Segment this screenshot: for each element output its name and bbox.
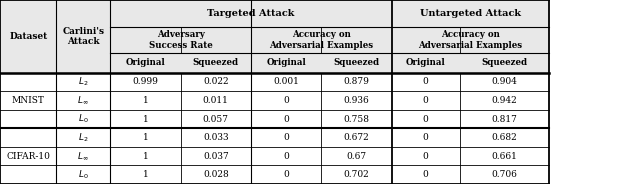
Text: 0: 0 <box>284 96 289 105</box>
Text: 0.028: 0.028 <box>203 170 228 179</box>
Text: 0.011: 0.011 <box>203 96 228 105</box>
Text: 0: 0 <box>284 152 289 161</box>
Text: 0.942: 0.942 <box>492 96 517 105</box>
Text: 0.033: 0.033 <box>203 133 228 142</box>
Text: Original: Original <box>125 59 165 68</box>
Text: Squeezed: Squeezed <box>481 59 527 68</box>
Text: MNIST: MNIST <box>12 96 45 105</box>
Text: 0: 0 <box>423 170 429 179</box>
Text: 1: 1 <box>143 152 148 161</box>
Text: Targeted Attack: Targeted Attack <box>207 9 294 18</box>
Text: Carlini's
Attack: Carlini's Attack <box>62 27 104 46</box>
Text: 0.661: 0.661 <box>492 152 517 161</box>
Text: Original: Original <box>406 59 445 68</box>
Text: 0.682: 0.682 <box>492 133 517 142</box>
Text: 0.999: 0.999 <box>132 77 158 86</box>
Text: 0.037: 0.037 <box>203 152 228 161</box>
Bar <box>0 0 549 73</box>
Text: Accuracy on
Adversarial Examples: Accuracy on Adversarial Examples <box>419 30 522 50</box>
Text: 0.936: 0.936 <box>344 96 369 105</box>
Bar <box>0 73 549 184</box>
Text: Original: Original <box>266 59 306 68</box>
Text: Dataset: Dataset <box>9 32 47 41</box>
Text: 0.001: 0.001 <box>273 77 299 86</box>
Text: $L_2$: $L_2$ <box>78 76 88 88</box>
Text: 0: 0 <box>284 170 289 179</box>
Text: 0.758: 0.758 <box>344 114 369 123</box>
Text: 0: 0 <box>423 96 429 105</box>
Text: 0: 0 <box>423 77 429 86</box>
Text: 0.057: 0.057 <box>203 114 228 123</box>
Text: 0: 0 <box>423 133 429 142</box>
Text: 0: 0 <box>423 114 429 123</box>
Text: 1: 1 <box>143 170 148 179</box>
Text: Squeezed: Squeezed <box>333 59 380 68</box>
Text: $L_{\infty}$: $L_{\infty}$ <box>77 150 89 162</box>
Text: $L_0$: $L_0$ <box>78 113 88 125</box>
Text: 1: 1 <box>143 133 148 142</box>
Text: 0.879: 0.879 <box>344 77 369 86</box>
Text: CIFAR-10: CIFAR-10 <box>6 152 50 161</box>
Text: $L_2$: $L_2$ <box>78 131 88 144</box>
Text: $L_0$: $L_0$ <box>78 169 88 181</box>
Text: 0.904: 0.904 <box>492 77 517 86</box>
Text: Squeezed: Squeezed <box>193 59 239 68</box>
Text: 0: 0 <box>284 133 289 142</box>
Text: 0.022: 0.022 <box>203 77 228 86</box>
Text: 0.817: 0.817 <box>492 114 517 123</box>
Text: 0: 0 <box>284 114 289 123</box>
Text: 0: 0 <box>423 152 429 161</box>
Text: 0.702: 0.702 <box>344 170 369 179</box>
Text: 1: 1 <box>143 96 148 105</box>
Text: $L_{\infty}$: $L_{\infty}$ <box>77 95 89 106</box>
Text: Untargeted Attack: Untargeted Attack <box>420 9 521 18</box>
Text: 0.67: 0.67 <box>346 152 367 161</box>
Text: 0.706: 0.706 <box>492 170 517 179</box>
Text: 1: 1 <box>143 114 148 123</box>
Text: Accuracy on
Adversarial Examples: Accuracy on Adversarial Examples <box>269 30 373 50</box>
Text: Adversary
Success Rate: Adversary Success Rate <box>148 30 212 50</box>
Text: 0.672: 0.672 <box>344 133 369 142</box>
